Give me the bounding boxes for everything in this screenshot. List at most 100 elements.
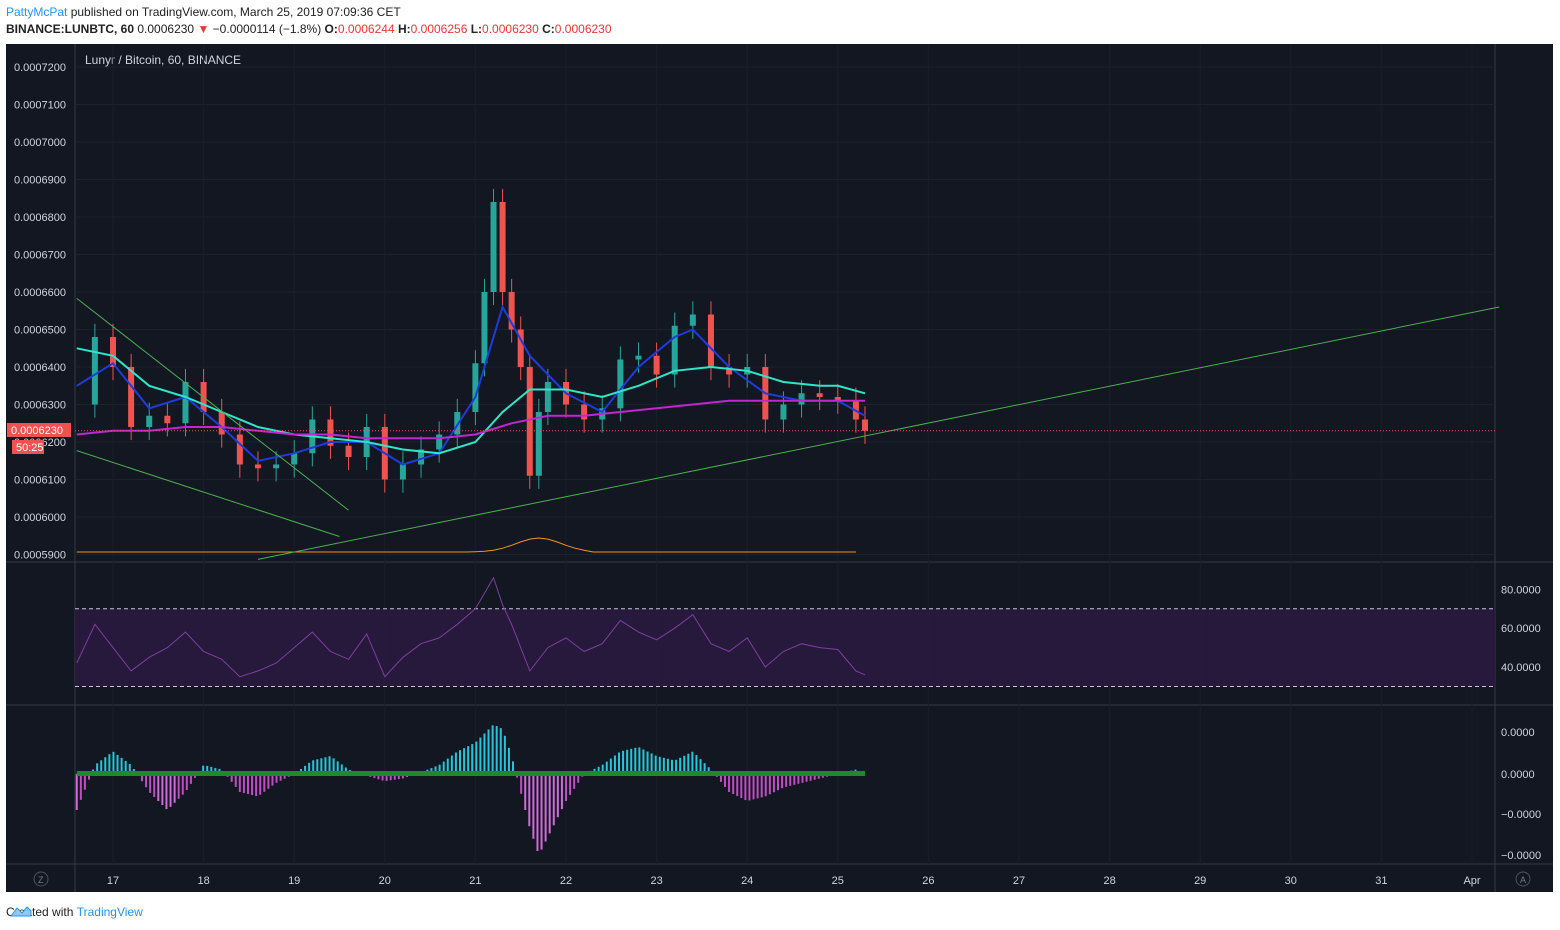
tradingview-link[interactable]: TradingView [76, 905, 143, 919]
candle-body [273, 464, 280, 469]
time-tick-label: 19 [288, 875, 300, 887]
macd-tick-label: 0.0000 [1501, 727, 1535, 739]
candle-body [146, 415, 153, 427]
tradingview-logo-icon [10, 906, 32, 917]
price-tick-label: 0.0007100 [14, 100, 66, 112]
trendline-lower-wedge [76, 450, 340, 537]
low-value: 0.0006230 [482, 22, 539, 36]
ema-slow-line [76, 399, 865, 440]
candle-body [472, 363, 479, 412]
macd-pane [75, 725, 865, 851]
time-tick-label: 24 [741, 875, 753, 887]
candle-body [490, 202, 497, 292]
trendline-upper-wedge [76, 297, 349, 511]
open-label: O: [324, 22, 338, 36]
candle-body [399, 464, 406, 480]
volume-ma-line [76, 537, 856, 553]
candle-body [707, 314, 714, 367]
candle-body [653, 355, 660, 375]
candle-body [861, 419, 868, 431]
rsi-band-fill [75, 608, 1495, 687]
candle-body [834, 397, 841, 401]
candle-body [218, 412, 225, 435]
candle-body [345, 445, 352, 457]
footer: Created with TradingView [6, 905, 143, 919]
price-pane [75, 44, 1500, 864]
price-tick-label: 0.0006700 [14, 250, 66, 262]
candle-body [508, 292, 515, 330]
candle-body [517, 329, 524, 367]
candle-body [182, 382, 189, 424]
axes: 0.0007200 0.0007100 0.0007000 0.0006900 0.00… [14, 62, 1541, 887]
published-text: published on TradingView.com, March 25, … [70, 5, 401, 19]
price-tick-label: 0.0007200 [14, 62, 66, 74]
chart-area[interactable]: Lunyr / Bitcoin, 60, BINANCE 0.0007200 0.… [6, 44, 1553, 892]
rsi-line [76, 576, 866, 678]
time-tick-label: 30 [1285, 875, 1297, 887]
rsi-tick-label: 40.0000 [1501, 662, 1541, 674]
price-tick-label: 0.0007000 [14, 137, 66, 149]
last-price-badge-text: 0.0006230 [11, 425, 63, 437]
zoom-icon: Z [38, 875, 44, 885]
candle-body [436, 434, 443, 450]
price-tick-label: 0.0006400 [14, 362, 66, 374]
candle-body [254, 464, 261, 469]
author-link[interactable]: PattyMcPat [6, 5, 68, 19]
zoom-reset-button[interactable] [33, 871, 49, 887]
time-tick-label: 20 [379, 875, 391, 887]
ema-mid-line [76, 347, 866, 455]
candle-body [291, 453, 298, 465]
candle-body [128, 367, 135, 427]
candle-body [91, 337, 98, 405]
candle-body [499, 202, 506, 292]
open-value: 0.0006244 [337, 22, 395, 36]
price-tick-label: 0.0006500 [14, 325, 66, 337]
candle-body [481, 292, 488, 364]
candle-body [635, 355, 642, 360]
rsi-tick-label: 60.0000 [1501, 623, 1541, 635]
candle-body [816, 393, 823, 397]
time-tick-label: 18 [197, 875, 209, 887]
candle-body [526, 367, 533, 476]
time-tick-label: 28 [1103, 875, 1115, 887]
countdown-badge [12, 440, 44, 454]
time-tick-label: 21 [469, 875, 481, 887]
candle-body [671, 325, 678, 375]
candle-body [418, 449, 425, 465]
auto-scale-button[interactable] [1515, 871, 1531, 887]
candle-body [689, 314, 696, 326]
candle-body [535, 412, 542, 476]
price-tick-label: 0.0005900 [14, 550, 66, 562]
ema-fast-line [76, 304, 866, 466]
publish-line: PattyMcPat published on TradingView.com,… [6, 5, 401, 19]
macd-tick-label: −0.0000 [1501, 850, 1541, 862]
candle-body [581, 404, 588, 420]
time-tick-label: 31 [1375, 875, 1387, 887]
low-label: L: [470, 22, 483, 36]
time-tick-label: 25 [832, 875, 844, 887]
price-tick-label: 0.0006900 [14, 175, 66, 187]
last-price: 0.0006230 [137, 22, 195, 36]
price-tick-label: 0.0006600 [14, 287, 66, 299]
candle-body [798, 393, 805, 405]
candle-body [544, 382, 551, 412]
last-price-badge [7, 423, 71, 437]
chart-svg[interactable]: Lunyr / Bitcoin, 60, BINANCE 0.00072000.… [6, 44, 1553, 892]
time-tick-label: 29 [1194, 875, 1206, 887]
candle-body [780, 404, 787, 420]
change-down-icon: ▼ [197, 22, 210, 36]
high-label: H: [397, 22, 411, 36]
time-tick-label: 17 [107, 875, 119, 887]
time-tick-label: 26 [922, 875, 934, 887]
close-value: 0.0006230 [554, 22, 612, 36]
time-tick-label: Apr [1463, 875, 1480, 887]
high-value: 0.0006256 [410, 22, 468, 36]
price-tick-label: 0.0006100 [14, 475, 66, 487]
countdown-text: 50:25 [16, 442, 44, 454]
trendline-support [257, 306, 1500, 560]
candle-body [327, 419, 334, 446]
price-tick-label: 0.0006000 [14, 512, 66, 524]
price-tick-label: 0.0006300 [14, 400, 66, 412]
price-tick-label: 0.0006800 [14, 212, 66, 224]
candle-body [110, 337, 116, 367]
